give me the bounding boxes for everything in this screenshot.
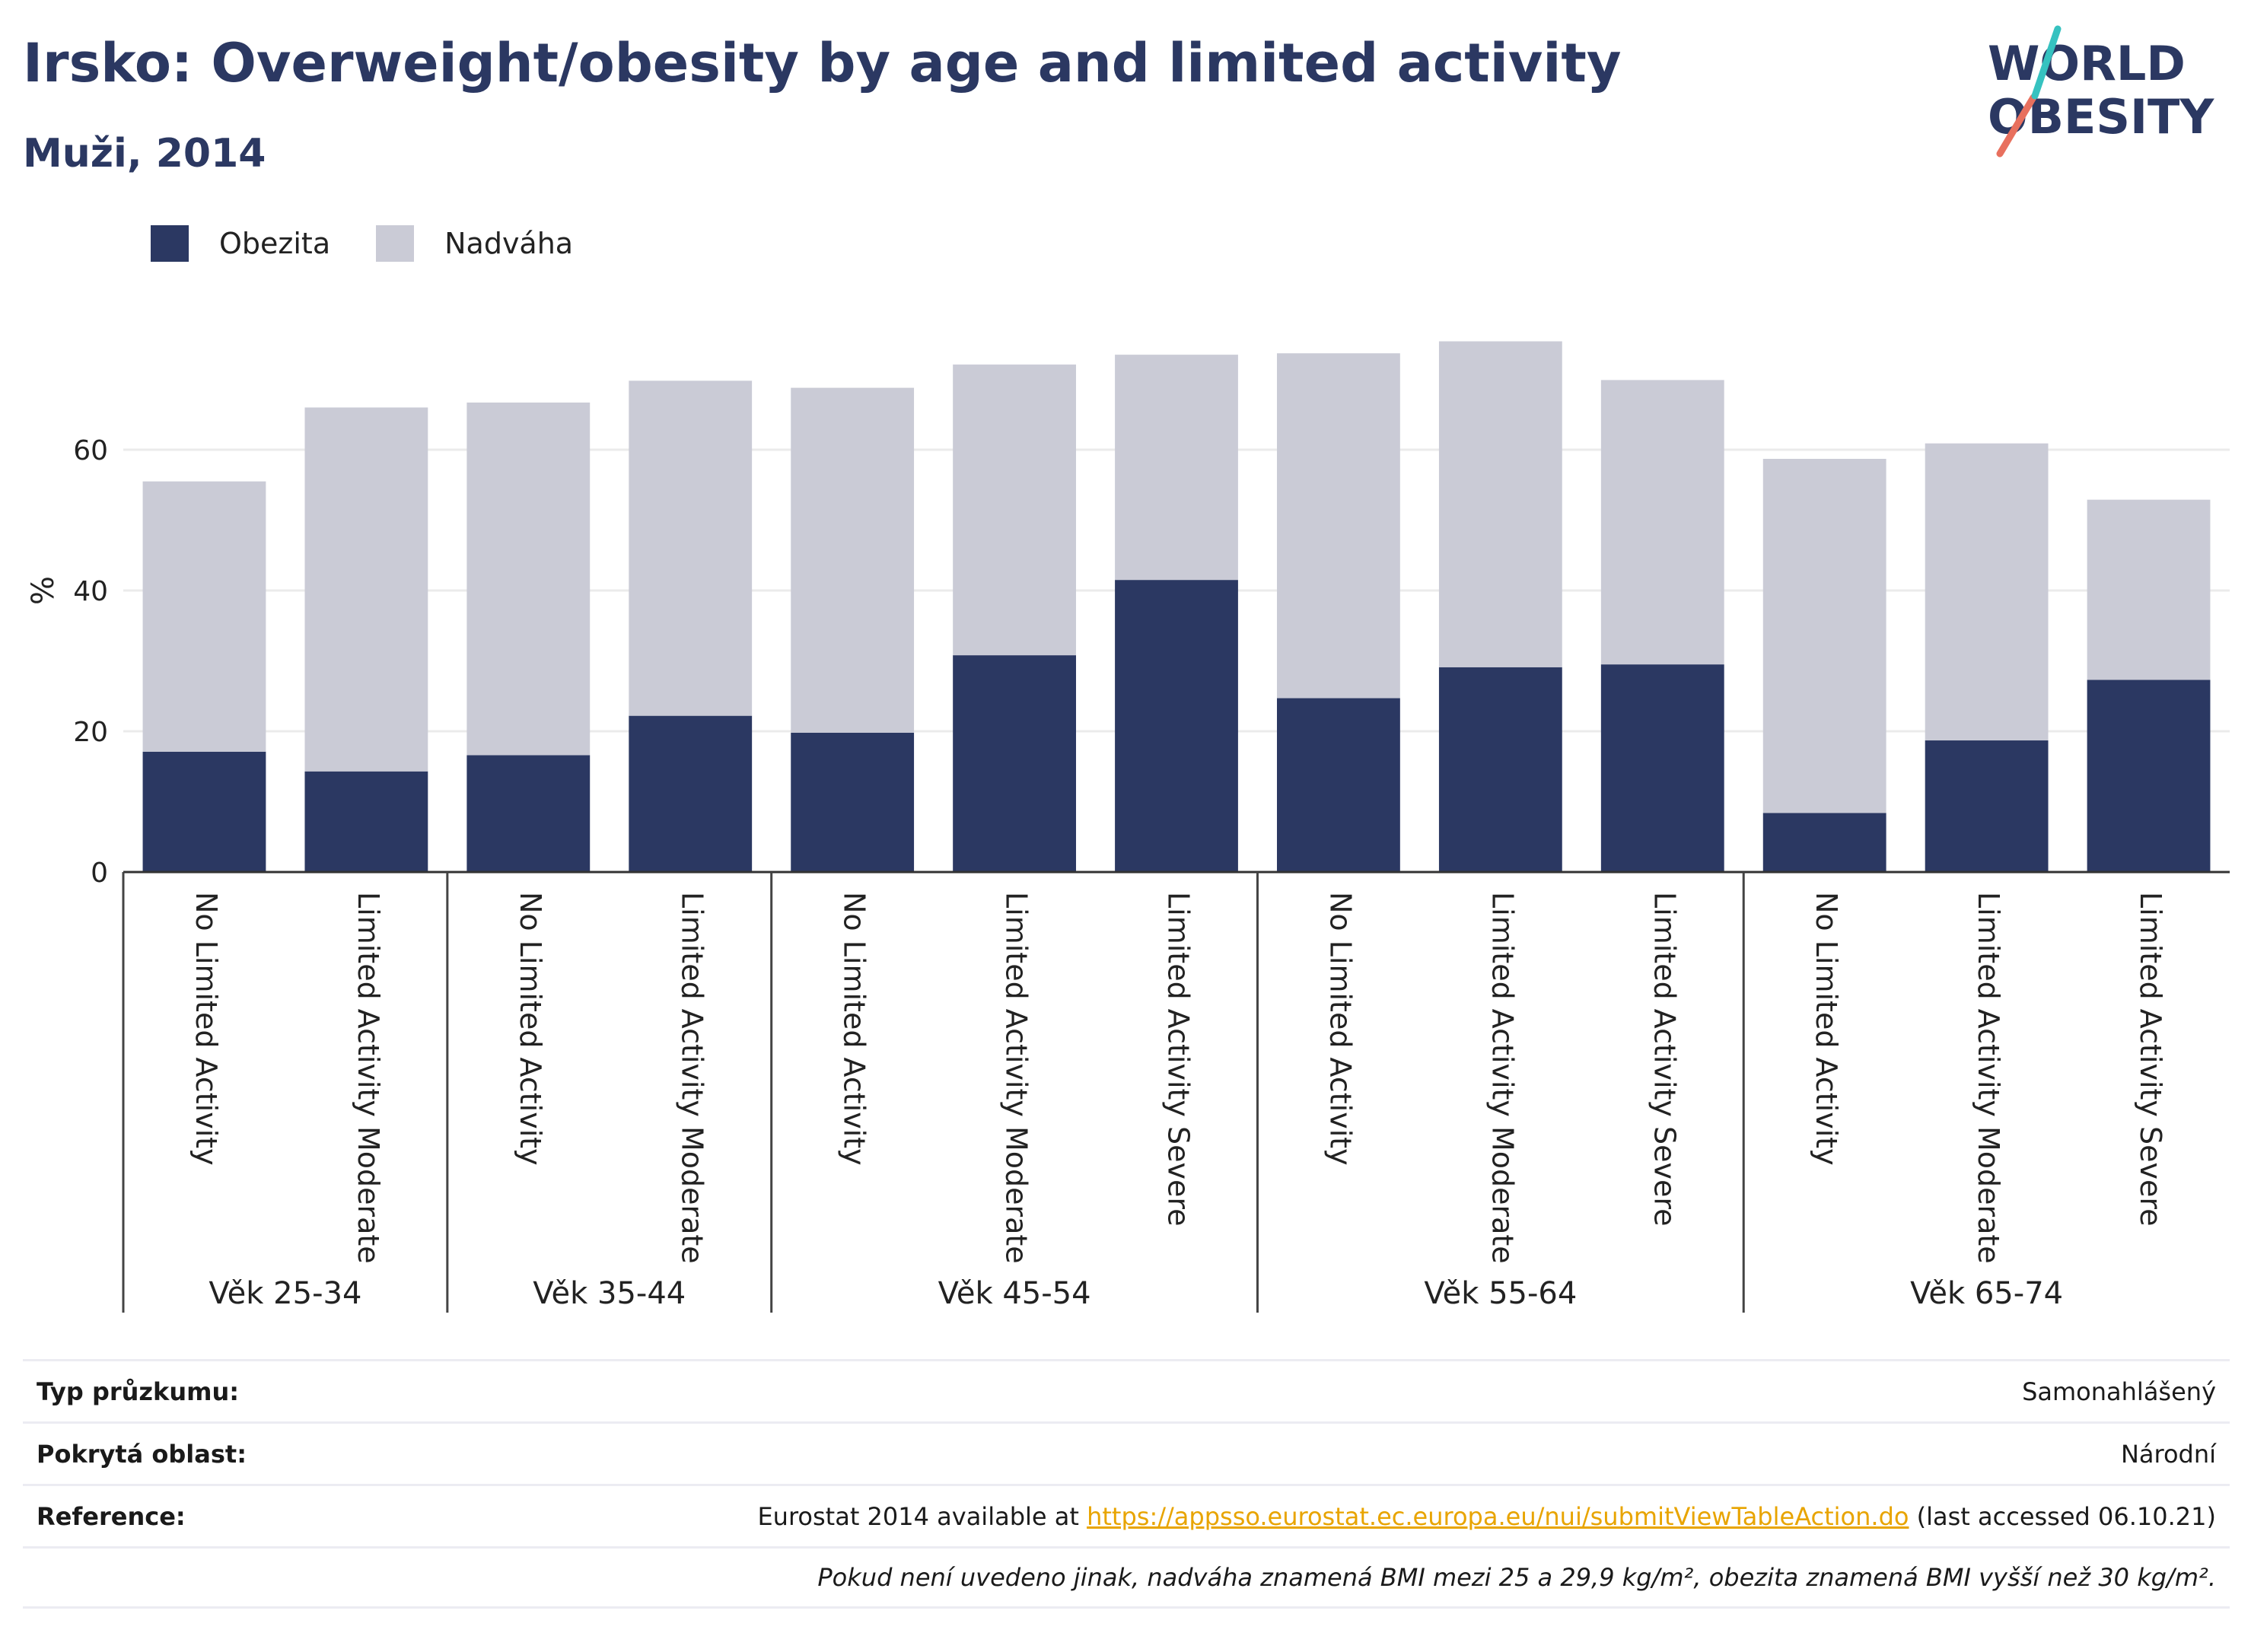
x-category-label: Limited Activity Severe: [1162, 892, 1196, 1227]
bar-obezita: [953, 655, 1076, 872]
stacked-bar-chart: 0 20 40 60% No Limited Activity Limited Activ…: [26, 341, 2230, 1313]
bar-nadvaha: [791, 387, 915, 733]
reference-link[interactable]: https://appsso.eurostat.ec.europa.eu/nui…: [1087, 1501, 1909, 1531]
group-label: Věk 45-54: [938, 1276, 1091, 1311]
bar-obezita: [1115, 580, 1238, 872]
bar-obezita: [629, 715, 753, 872]
bar-nadvaha: [466, 403, 591, 756]
footer-row-survey: Typ průzkumu: Samonahlášený: [23, 1359, 2230, 1421]
legend-label-nadvaha: Nadváha: [444, 227, 574, 260]
bar-obezita: [1600, 664, 1724, 872]
bar-nadvaha: [1438, 341, 1562, 667]
y-tick-label: 20: [73, 717, 108, 748]
group-label: Věk 25-34: [209, 1276, 361, 1311]
bar-obezita: [142, 751, 266, 872]
bar-obezita: [1438, 667, 1562, 872]
x-category-label: No Limited Activity: [838, 892, 871, 1166]
x-category-label: Limited Activity Moderate: [1000, 892, 1033, 1264]
chart-title: Irsko: Overweight/obesity by age and lim…: [23, 32, 1622, 94]
bar-nadvaha: [1115, 355, 1238, 581]
footer-table: Typ průzkumu: Samonahlášený Pokrytá obla…: [23, 1359, 2230, 1609]
footer-row-note: Pokud není uvedeno jinak, nadváha znamen…: [23, 1546, 2230, 1609]
footer-row-area: Pokrytá oblast: Národní: [23, 1421, 2230, 1484]
bar-obezita: [2087, 680, 2211, 872]
bar-nadvaha: [142, 481, 266, 752]
y-axis-label: %: [26, 576, 61, 605]
x-category-label: No Limited Activity: [1810, 892, 1843, 1166]
bar-obezita: [1925, 740, 2049, 872]
y-tick-label: 40: [73, 576, 108, 607]
bar-obezita: [304, 771, 428, 872]
bar-nadvaha: [1600, 380, 1724, 665]
logo-slash-teal: [2031, 25, 2062, 100]
legend-swatch-nadvaha: [376, 225, 415, 262]
x-category-label: Limited Activity Moderate: [352, 892, 385, 1264]
group-label: Věk 55-64: [1424, 1276, 1577, 1311]
bar-obezita: [466, 755, 591, 872]
y-tick-label: 60: [73, 435, 108, 466]
chart-subtitle: Muži, 2014: [23, 131, 266, 177]
bar-nadvaha: [1277, 353, 1400, 699]
bar-nadvaha: [953, 364, 1076, 656]
bar-nadvaha: [1925, 443, 2049, 741]
survey-type-label: Typ průzkumu:: [37, 1377, 240, 1406]
bar-nadvaha: [1762, 459, 1886, 813]
x-category-label: No Limited Activity: [1323, 892, 1357, 1166]
x-category-label: Limited Activity Moderate: [1972, 892, 2005, 1264]
group-label: Věk 65-74: [1910, 1276, 2063, 1311]
x-category-label: Limited Activity Moderate: [676, 892, 709, 1264]
group-label: Věk 35-44: [533, 1276, 686, 1311]
reference-label: Reference:: [37, 1501, 186, 1531]
y-tick-label: 0: [91, 858, 108, 889]
x-category-label: No Limited Activity: [189, 892, 223, 1166]
area-label: Pokrytá oblast:: [37, 1439, 247, 1469]
bar-nadvaha: [629, 380, 753, 716]
legend: Obezita Nadváha: [151, 225, 619, 262]
bar-obezita: [791, 732, 915, 872]
bar-obezita: [1762, 813, 1886, 872]
legend-label-obezita: Obezita: [219, 227, 331, 260]
footer-row-reference: Reference: Eurostat 2014 available at ht…: [23, 1484, 2230, 1546]
logo-slash-red: [1996, 94, 2037, 158]
bar-obezita: [1277, 698, 1400, 872]
bar-nadvaha: [2087, 499, 2211, 680]
reference-prefix: Eurostat 2014 available at: [757, 1501, 1087, 1531]
reference-suffix: (last accessed 06.10.21): [1909, 1501, 2216, 1531]
area-value: Národní: [2120, 1439, 2216, 1469]
bar-nadvaha: [304, 407, 428, 772]
x-category-label: Limited Activity Severe: [2134, 892, 2167, 1227]
legend-swatch-obezita: [151, 225, 189, 262]
bmi-note: Pokud není uvedeno jinak, nadváha znamen…: [817, 1563, 2216, 1592]
logo-line1: WORLD: [1988, 36, 2186, 91]
reference-value: Eurostat 2014 available at https://appss…: [757, 1502, 2216, 1531]
x-category-label: Limited Activity Moderate: [1485, 892, 1519, 1264]
x-category-label: No Limited Activity: [514, 892, 547, 1166]
x-category-label: Limited Activity Severe: [1648, 892, 1681, 1227]
world-obesity-logo: WORLD OBESITY: [1988, 25, 2214, 158]
survey-type-value: Samonahlášený: [2022, 1377, 2216, 1406]
